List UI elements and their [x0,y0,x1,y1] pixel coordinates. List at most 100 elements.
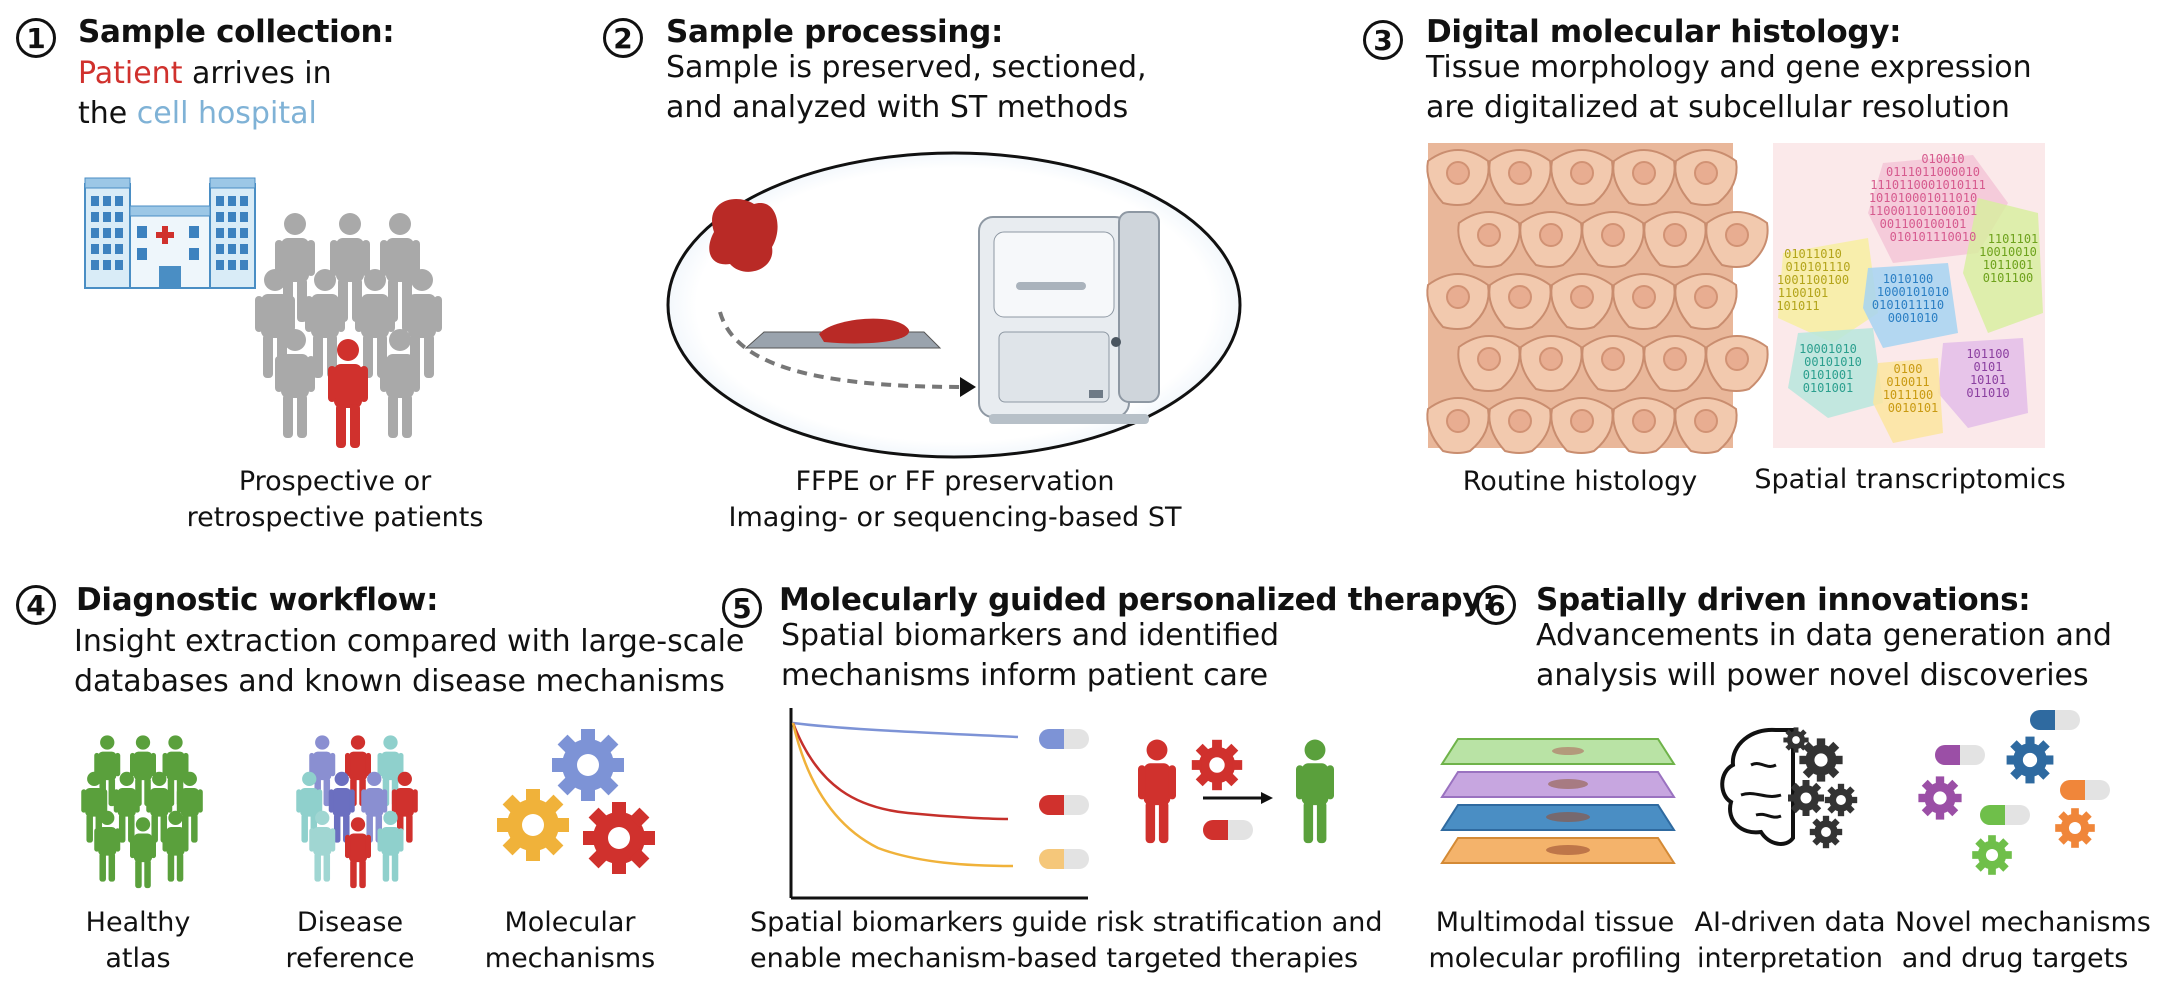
cell-hospital-word: cell hospital [136,96,317,131]
panel-1-caption: Prospective or retrospective patients [170,464,500,536]
caption-line: Molecular [504,907,636,938]
molecular-mechanisms-label: Molecular mechanisms [480,905,660,977]
cell-nucleus [1632,161,1656,185]
cell-nucleus [1446,285,1470,309]
multimodal-slides-icon [1440,738,1676,864]
desc-line: databases and known disease mechanisms [74,664,725,699]
panel-3-title: Digital molecular histology: [1426,14,1902,50]
binary-code-text: 01011010 [1784,247,1842,261]
cell-nucleus [1539,347,1563,371]
cell-nucleus [1477,347,1501,371]
pill-red-icon [1039,795,1089,815]
sample-processing-illustration [666,151,1242,459]
binary-code-text: 0100 [1894,362,1923,376]
healthy-crowd-icon [81,735,203,889]
binary-code-text: 010011 [1886,375,1929,389]
healthy-atlas-label: Healthy atlas [58,905,218,977]
binary-code-text: 1011100 [1883,388,1934,402]
cell-nucleus [1570,161,1594,185]
caption-line: interpretation [1696,943,1884,974]
cell-nucleus [1663,223,1687,247]
cell-nucleus [1570,409,1594,433]
binary-code-text: 0101 [1974,360,2003,374]
gears-icon [497,729,655,874]
cell-nucleus [1694,409,1718,433]
binary-code-text: 1011001 [1983,258,2034,272]
cell-nucleus [1632,409,1656,433]
step-number-5: 5 [722,588,762,628]
binary-code-text: 101011 [1776,299,1819,313]
caption-line: atlas [105,943,171,974]
caption-line: mechanisms [484,943,656,974]
cell-nucleus [1601,223,1625,247]
step-number-3: 3 [1363,20,1403,60]
disease-crowd-icon [296,735,418,889]
binary-code-text: 1001100100 [1777,273,1849,287]
binary-code-text: 10101 [1970,373,2006,387]
caption-line: Multimodal tissue [1435,907,1675,938]
cell-nucleus [1663,347,1687,371]
binary-code-text: 001100100101 [1880,217,1967,231]
binary-code-text: 10010010 [1979,245,2037,259]
ai-interpretation-label: AI-driven data interpretation [1690,905,1890,977]
therapy-flow-icon [1138,739,1334,844]
hospital-icon [84,177,256,289]
desc-line: Sample is preserved, sectioned, [666,50,1147,85]
binary-code-text: 110001101100101 [1869,204,1977,218]
pill-orange-icon [1039,849,1089,869]
binary-code-text: 1100101 [1778,286,1829,300]
patient-crowd-icon [255,213,442,448]
binary-code-text: 010101110 [1785,260,1850,274]
binary-code-text: 101010001011010 [1869,191,1977,205]
cell-nucleus [1477,223,1501,247]
caption-line: Healthy [85,907,191,938]
panel-3-description: Tissue morphology and gene expression ar… [1426,48,2032,128]
binary-code-text: 1101101 [1988,232,2039,246]
cell-nucleus [1694,285,1718,309]
pill-blue-icon [1039,729,1089,749]
spatial-transcriptomics-image: 0100100111011000010111011000101011110101… [1773,143,2045,448]
cell-nucleus [1508,285,1532,309]
caption-line: enable mechanism-based targeted therapie… [750,943,1359,974]
binary-code-text: 0010101 [1888,401,1939,415]
cell-nucleus [1632,285,1656,309]
binary-code-text: 00101010 [1804,355,1862,369]
desc-line: Advancements in data generation and [1536,618,2112,653]
step-number-1: 1 [16,18,56,58]
spatial-transcriptomics-label: Spatial transcriptomics [1754,464,2066,495]
binary-code-text: 0101011110 [1872,298,1944,312]
caption-line: Disease [296,907,404,938]
cell-nucleus [1446,161,1470,185]
binary-code-text: 0101001 [1803,368,1854,382]
cell-nucleus [1725,223,1749,247]
binary-code-text: 010101110010 [1890,230,1977,244]
cell-nucleus [1539,223,1563,247]
panel-5-title: Molecularly guided personalized therapy: [779,582,1495,618]
caption-line: FFPE or FF preservation [795,466,1115,497]
cell-nucleus [1446,409,1470,433]
desc-line: mechanisms inform patient care [781,658,1269,693]
cell-nucleus [1601,347,1625,371]
desc-line: Insight extraction compared with large-s… [74,624,745,659]
caption-line: Prospective or [238,466,432,497]
caption-line: Spatial biomarkers guide risk stratifica… [750,907,1383,938]
drug-targets-icon [1918,710,2110,875]
cell-nucleus [1570,285,1594,309]
cell-nucleus [1725,347,1749,371]
binary-code-text: 0111011000010 [1886,165,1980,179]
binary-code-text: 101100 [1966,347,2009,361]
caption-line: molecular profiling [1428,943,1682,974]
binary-code-text: 010010 [1921,152,1964,166]
desc-text: the [78,96,137,131]
caption-line: AI-driven data [1694,907,1886,938]
binary-code-text: 0101100 [1983,271,2034,285]
panel-2-description: Sample is preserved, sectioned, and anal… [666,48,1147,128]
panel-4-description: Insight extraction compared with large-s… [74,622,744,702]
desc-line: Spatial biomarkers and identified [781,618,1280,653]
desc-line: are digitalized at subcellular resolutio… [1426,90,2010,125]
desc-line: and analyzed with ST methods [666,90,1129,125]
cell-nucleus [1694,161,1718,185]
survival-curves-plot [789,708,1088,900]
patient-word: Patient [78,56,183,91]
panel-1-description: Patient arrives in the cell hospital [78,54,332,134]
